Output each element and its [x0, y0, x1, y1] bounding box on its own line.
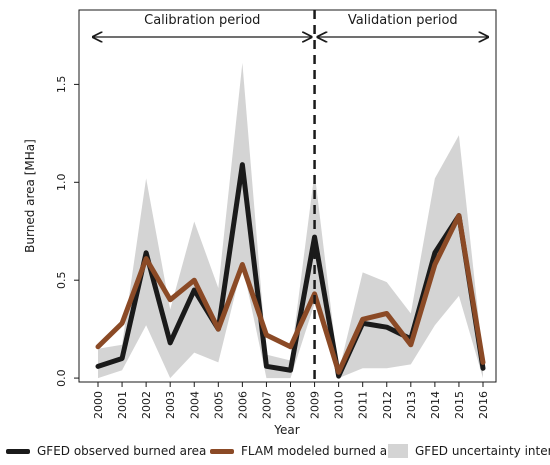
legend-label-flam-modeled: FLAM modeled burned area — [241, 444, 407, 458]
uncertainty-band-layer — [98, 62, 483, 379]
x-tick-label: 2013 — [405, 391, 418, 419]
series-line-flam-modeled — [95, 213, 486, 375]
legend-item-flam-modeled: FLAM modeled burned area — [210, 440, 407, 462]
plot-frame — [78, 9, 497, 383]
legend-item-gfed-observed: GFED observed burned area — [6, 440, 206, 462]
legend-label-uncertainty: GFED uncertainty interval — [415, 444, 550, 458]
period-label-validation: Validation period — [348, 13, 458, 28]
x-tick-label: 2010 — [333, 391, 346, 419]
y-tick-label: 1.0 — [55, 174, 68, 192]
x-tick-label: 2009 — [309, 391, 322, 419]
x-tick-label: 2011 — [357, 391, 370, 419]
legend: GFED observed burned area FLAM modeled b… — [0, 440, 550, 462]
legend-label-gfed-observed: GFED observed burned area — [37, 444, 207, 458]
x-tick-label: 2003 — [164, 391, 177, 419]
period-label-calibration: Calibration period — [144, 13, 260, 28]
legend-swatch-gfed-observed — [6, 448, 30, 454]
y-axis-title: Burned area [MHa] — [23, 139, 37, 253]
y-tick-label: 0.5 — [55, 271, 68, 289]
y-tick-label: 1.5 — [55, 76, 68, 94]
legend-swatch-uncertainty — [388, 444, 408, 458]
x-axis: 2000 2001 2002 2003 2004 2005 2006 2007 2008 2009… — [92, 382, 490, 419]
x-axis-title: Year — [273, 423, 299, 437]
x-tick-label: 2006 — [236, 391, 249, 419]
annotation-layer: Calibration period Validation period — [93, 10, 488, 382]
x-tick-label: 2015 — [453, 391, 466, 419]
series-layer — [95, 162, 486, 379]
x-tick-label: 2005 — [212, 391, 225, 419]
x-tick-label: 2004 — [188, 391, 201, 419]
x-tick-label: 2001 — [116, 391, 129, 419]
x-tick-label: 2008 — [285, 391, 298, 419]
x-tick-label: 2002 — [140, 391, 153, 419]
x-tick-label: 2014 — [429, 391, 442, 419]
x-tick-label: 2016 — [477, 391, 490, 419]
x-tick-label: 2012 — [381, 391, 394, 419]
burned-area-chart: Calibration period Validation period 0.00… — [23, 9, 497, 437]
x-tick-label: 2000 — [92, 391, 105, 419]
uncertainty-band — [98, 62, 483, 379]
y-axis: 0.0 0.5 1.0 1.5 — [55, 76, 79, 387]
y-tick-label: 0.0 — [55, 369, 68, 387]
legend-swatch-flam-modeled — [210, 448, 234, 454]
legend-item-uncertainty: GFED uncertainty interval — [388, 440, 550, 462]
x-tick-label: 2007 — [260, 391, 273, 419]
